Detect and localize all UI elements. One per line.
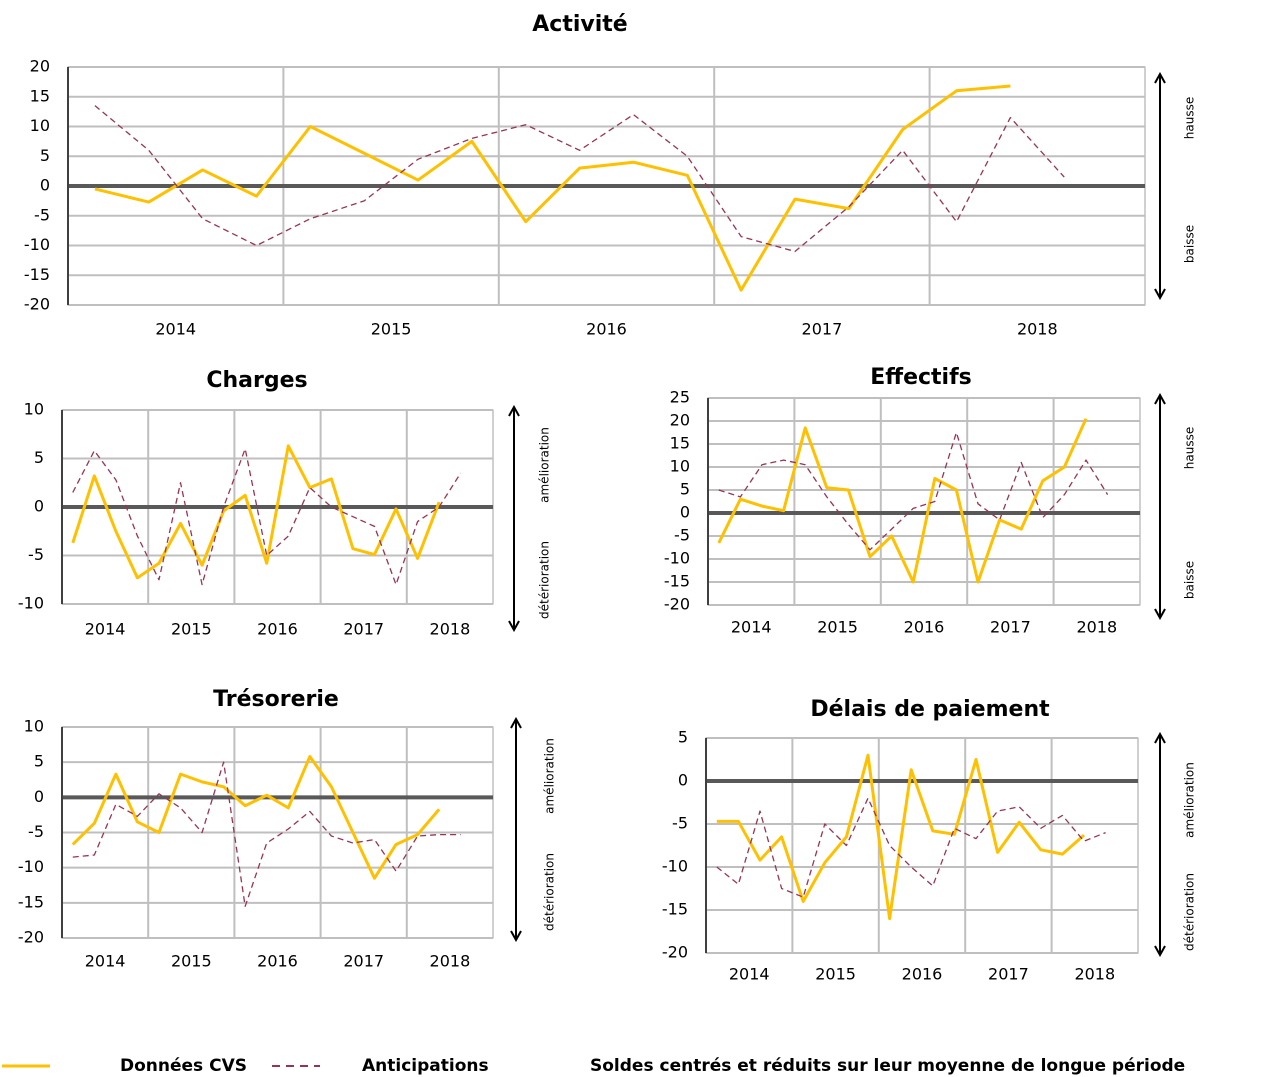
y-tick-label: 10: [24, 717, 44, 736]
x-tick-label: 2017: [343, 620, 384, 639]
annotation: amélioration: [538, 427, 552, 503]
x-tick-label: 2017: [988, 965, 1029, 984]
y-tick-label: -10: [18, 594, 44, 613]
y-tick-label: 0: [34, 497, 44, 516]
y-tick-label: -10: [24, 235, 50, 254]
annotation: amélioration: [543, 738, 557, 814]
y-tick-label: 0: [34, 787, 44, 806]
series-line: [72, 448, 462, 586]
series-line: [718, 431, 1109, 551]
y-tick-label: -5: [672, 814, 688, 833]
y-tick-label: 25: [670, 388, 690, 407]
annotation: hausse: [1183, 427, 1197, 469]
x-tick-label: 2014: [155, 320, 196, 339]
y-tick-label: 20: [670, 411, 690, 430]
x-tick-label: 2016: [902, 965, 943, 984]
y-tick-label: 0: [678, 771, 688, 790]
x-tick-label: 2014: [85, 620, 126, 639]
legend-label: Données CVS: [120, 1056, 247, 1076]
y-tick-label: -10: [664, 549, 690, 568]
x-tick-label: 2016: [257, 620, 298, 639]
y-tick-label: -10: [18, 857, 44, 876]
y-tick-label: -10: [662, 857, 688, 876]
x-tick-label: 2018: [430, 620, 471, 639]
y-tick-label: 5: [680, 480, 690, 499]
y-tick-label: 15: [30, 86, 50, 105]
x-tick-label: 2014: [729, 965, 770, 984]
x-tick-label: 2015: [371, 320, 412, 339]
series-line: [94, 105, 1065, 253]
y-tick-label: 10: [24, 400, 44, 419]
x-tick-label: 2017: [343, 952, 384, 971]
y-tick-label: 15: [670, 434, 690, 453]
x-tick-label: 2015: [817, 618, 858, 637]
chart-title: Activité: [532, 12, 627, 37]
y-tick-label: -20: [24, 295, 50, 314]
x-tick-label: 2017: [802, 320, 843, 339]
series-line: [71, 755, 441, 880]
x-tick-label: 2015: [815, 965, 856, 984]
x-tick-label: 2015: [171, 952, 212, 971]
x-tick-label: 2018: [1017, 320, 1058, 339]
series-line: [716, 753, 1085, 921]
legend-label: Anticipations: [362, 1056, 489, 1076]
annotation: baisse: [1183, 561, 1197, 599]
x-tick-label: 2018: [430, 952, 471, 971]
y-tick-label: 5: [40, 146, 50, 165]
x-tick-label: 2018: [1074, 965, 1115, 984]
y-tick-label: -20: [18, 928, 44, 947]
y-tick-label: -15: [664, 572, 690, 591]
y-tick-label: -15: [18, 892, 44, 911]
annotation: détérioration: [1183, 873, 1197, 951]
x-tick-label: 2017: [990, 618, 1031, 637]
note: Soldes centrés et réduits sur leur moyen…: [590, 1056, 1185, 1076]
y-tick-label: 5: [678, 728, 688, 747]
y-tick-label: 20: [30, 57, 50, 76]
x-tick-label: 2016: [904, 618, 945, 637]
y-tick-label: -5: [34, 205, 50, 224]
y-tick-label: 10: [670, 457, 690, 476]
annotation: baisse: [1183, 225, 1197, 263]
y-tick-label: -5: [28, 545, 44, 564]
series-line: [72, 761, 461, 907]
y-tick-label: 10: [30, 116, 50, 135]
chart-title: Délais de paiement: [810, 697, 1050, 722]
y-tick-label: -15: [24, 265, 50, 284]
y-tick-label: -5: [674, 526, 690, 545]
annotation: détérioration: [543, 853, 557, 931]
x-tick-label: 2014: [85, 952, 126, 971]
plot-frame: [707, 397, 1141, 606]
series-line: [717, 418, 1088, 584]
annotation: détérioration: [538, 541, 552, 619]
y-tick-label: 0: [40, 176, 50, 195]
y-tick-label: 5: [34, 752, 44, 771]
x-tick-label: 2016: [257, 952, 298, 971]
chart-title: Trésorerie: [213, 687, 339, 712]
y-tick-label: 5: [34, 448, 44, 467]
x-tick-label: 2016: [586, 320, 627, 339]
x-tick-label: 2014: [731, 618, 772, 637]
y-tick-label: -20: [662, 943, 688, 962]
chart-title: Charges: [206, 368, 307, 393]
series-line: [94, 84, 1011, 292]
x-tick-label: 2015: [171, 620, 212, 639]
series-line: [71, 444, 441, 580]
y-tick-label: 0: [680, 503, 690, 522]
chart-title: Effectifs: [870, 365, 972, 390]
y-tick-label: -5: [28, 822, 44, 841]
y-tick-label: -15: [662, 900, 688, 919]
series-line: [716, 797, 1106, 898]
x-tick-label: 2018: [1076, 618, 1117, 637]
y-tick-label: -20: [664, 595, 690, 614]
annotation: amélioration: [1183, 762, 1197, 838]
annotation: hausse: [1183, 97, 1197, 139]
